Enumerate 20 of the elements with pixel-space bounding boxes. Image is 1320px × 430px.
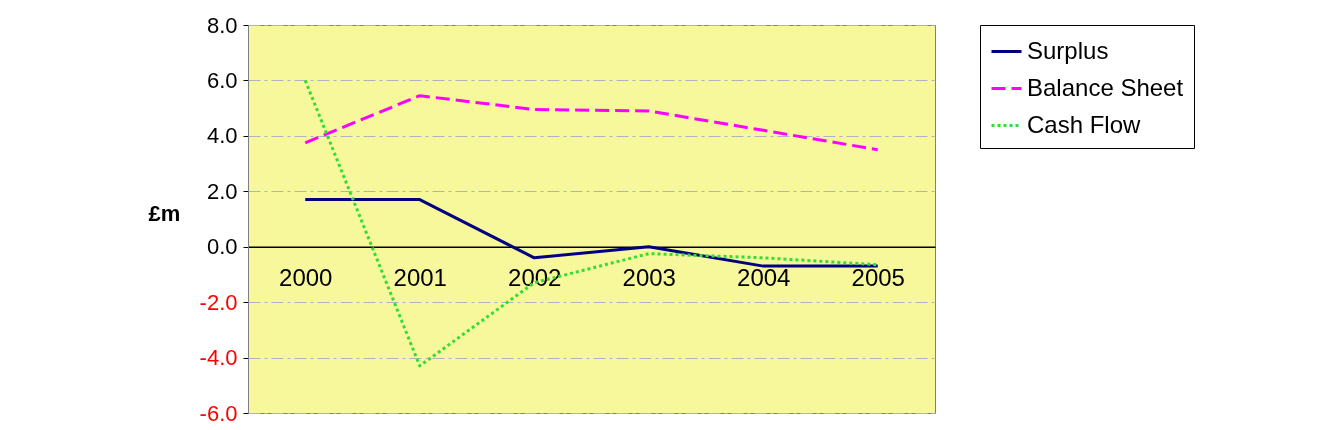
y-tick-label: 4.0 xyxy=(206,123,238,149)
line-series xyxy=(303,94,880,152)
y-tick-label: 0.0 xyxy=(206,234,238,260)
line-series xyxy=(303,198,880,268)
x-tick-label: 2004 xyxy=(737,264,791,292)
x-tick-label: 2003 xyxy=(622,264,676,292)
x-tick-label: 2001 xyxy=(393,264,447,292)
x-tick-label: 2002 xyxy=(508,264,562,292)
y-tick-label: -4.0 xyxy=(199,345,238,371)
x-tick-label: 2000 xyxy=(279,264,333,292)
legend-label: Cash Flow xyxy=(1027,110,1142,138)
x-tick-label: 2005 xyxy=(851,264,905,292)
legend-label: Surplus xyxy=(1027,36,1109,64)
y-tick-label: -2.0 xyxy=(199,289,238,315)
y-tick-label: 6.0 xyxy=(206,67,238,93)
legend-label: Balance Sheet xyxy=(1027,73,1184,101)
y-tick-label: -6.0 xyxy=(199,400,238,426)
y-axis-title: £m xyxy=(148,200,181,226)
y-tick-label: 2.0 xyxy=(206,178,238,204)
y-tick-label: 8.0 xyxy=(206,12,238,38)
